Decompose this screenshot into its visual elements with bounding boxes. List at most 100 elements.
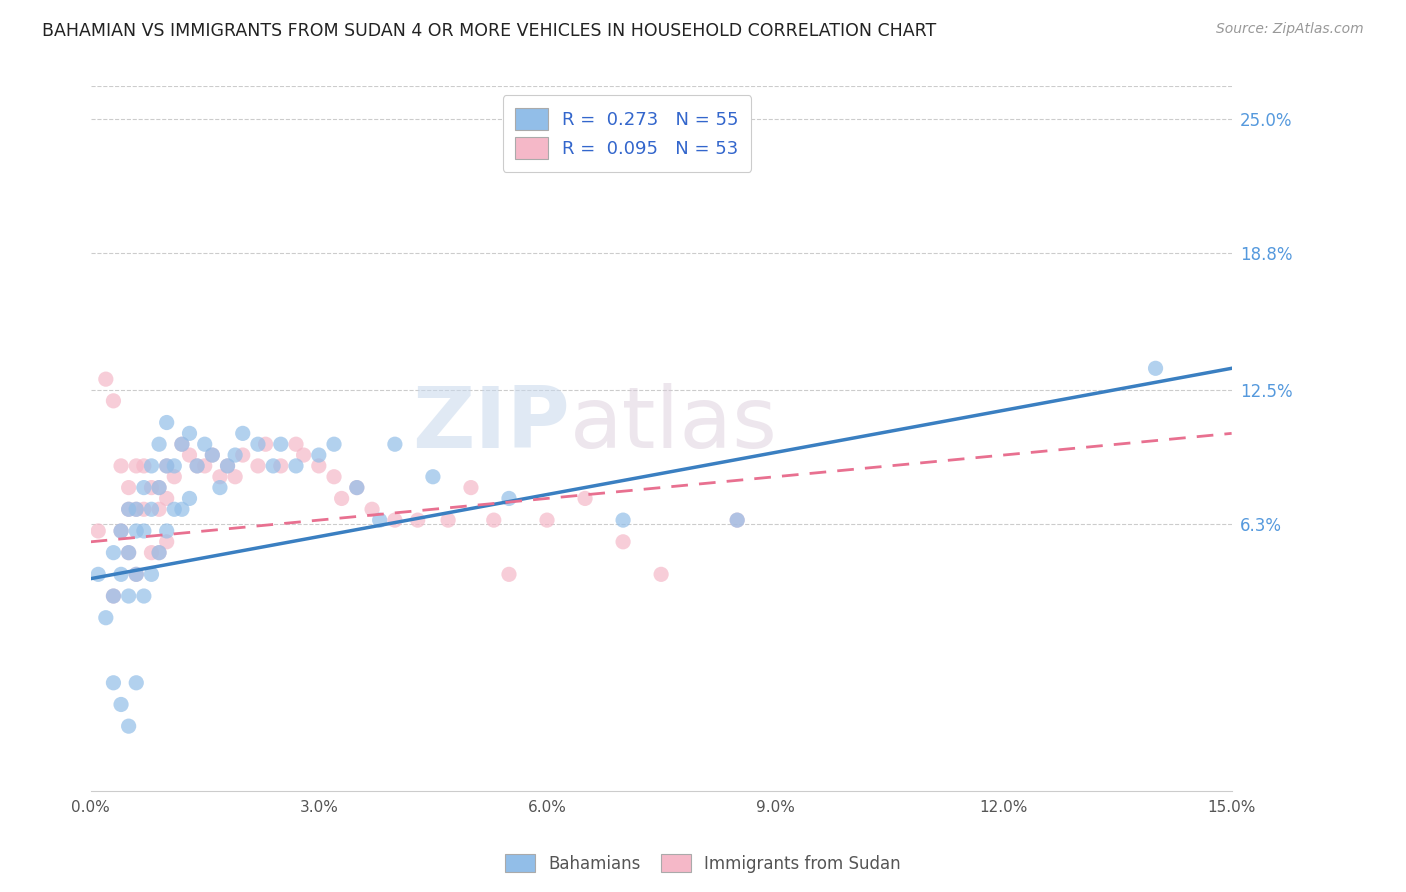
Point: [422, 469, 444, 483]
Point: [87, 567, 110, 582]
Point: [148, 481, 170, 495]
Point: [117, 546, 139, 560]
Point: [125, 458, 148, 473]
Point: [323, 437, 346, 451]
Point: [87, 524, 110, 538]
Point: [224, 469, 246, 483]
Point: [406, 513, 429, 527]
Point: [117, 502, 139, 516]
Point: [460, 481, 482, 495]
Point: [103, 589, 125, 603]
Point: [156, 524, 179, 538]
Point: [330, 491, 353, 506]
Point: [117, 719, 139, 733]
Point: [246, 458, 269, 473]
Point: [163, 458, 186, 473]
Point: [201, 448, 224, 462]
Point: [498, 491, 520, 506]
Point: [437, 513, 460, 527]
Point: [125, 567, 148, 582]
Point: [270, 458, 292, 473]
Point: [163, 502, 186, 516]
Point: [132, 589, 155, 603]
Point: [179, 491, 201, 506]
Text: BAHAMIAN VS IMMIGRANTS FROM SUDAN 4 OR MORE VEHICLES IN HOUSEHOLD CORRELATION CH: BAHAMIAN VS IMMIGRANTS FROM SUDAN 4 OR M…: [42, 22, 936, 40]
Point: [156, 458, 179, 473]
Point: [285, 437, 308, 451]
Point: [141, 458, 163, 473]
Point: [156, 416, 179, 430]
Point: [141, 481, 163, 495]
Point: [179, 426, 201, 441]
Legend: Bahamians, Immigrants from Sudan: Bahamians, Immigrants from Sudan: [499, 847, 907, 880]
Point: [308, 458, 330, 473]
Point: [148, 546, 170, 560]
Point: [217, 458, 239, 473]
Point: [170, 502, 193, 516]
Point: [725, 513, 748, 527]
Point: [117, 481, 139, 495]
Point: [170, 437, 193, 451]
Point: [125, 567, 148, 582]
Point: [308, 448, 330, 462]
Point: [103, 675, 125, 690]
Point: [224, 448, 246, 462]
Point: [125, 675, 148, 690]
Point: [208, 469, 231, 483]
Point: [117, 589, 139, 603]
Point: [498, 567, 520, 582]
Point: [156, 458, 179, 473]
Point: [141, 546, 163, 560]
Point: [141, 567, 163, 582]
Text: ZIP: ZIP: [412, 384, 569, 467]
Point: [186, 458, 208, 473]
Point: [132, 502, 155, 516]
Point: [103, 393, 125, 408]
Point: [148, 481, 170, 495]
Point: [725, 513, 748, 527]
Point: [650, 567, 672, 582]
Point: [148, 502, 170, 516]
Point: [94, 372, 117, 386]
Point: [346, 481, 368, 495]
Point: [232, 426, 254, 441]
Point: [132, 458, 155, 473]
Point: [132, 524, 155, 538]
Point: [262, 458, 284, 473]
Point: [163, 469, 186, 483]
Point: [103, 589, 125, 603]
Text: Source: ZipAtlas.com: Source: ZipAtlas.com: [1216, 22, 1364, 37]
Point: [292, 448, 315, 462]
Point: [94, 611, 117, 625]
Point: [285, 458, 308, 473]
Point: [110, 567, 132, 582]
Point: [125, 502, 148, 516]
Point: [194, 437, 217, 451]
Point: [270, 437, 292, 451]
Point: [125, 524, 148, 538]
Point: [186, 458, 208, 473]
Point: [179, 448, 201, 462]
Point: [117, 502, 139, 516]
Point: [368, 513, 391, 527]
Point: [612, 513, 634, 527]
Point: [217, 458, 239, 473]
Text: atlas: atlas: [569, 384, 778, 467]
Point: [346, 481, 368, 495]
Point: [254, 437, 277, 451]
Point: [110, 524, 132, 538]
Point: [246, 437, 269, 451]
Point: [170, 437, 193, 451]
Point: [201, 448, 224, 462]
Point: [117, 546, 139, 560]
Point: [132, 481, 155, 495]
Point: [110, 524, 132, 538]
Point: [232, 448, 254, 462]
Point: [156, 534, 179, 549]
Point: [323, 469, 346, 483]
Point: [110, 698, 132, 712]
Point: [125, 502, 148, 516]
Point: [574, 491, 596, 506]
Legend: R =  0.273   N = 55, R =  0.095   N = 53: R = 0.273 N = 55, R = 0.095 N = 53: [502, 95, 751, 172]
Point: [1144, 361, 1167, 376]
